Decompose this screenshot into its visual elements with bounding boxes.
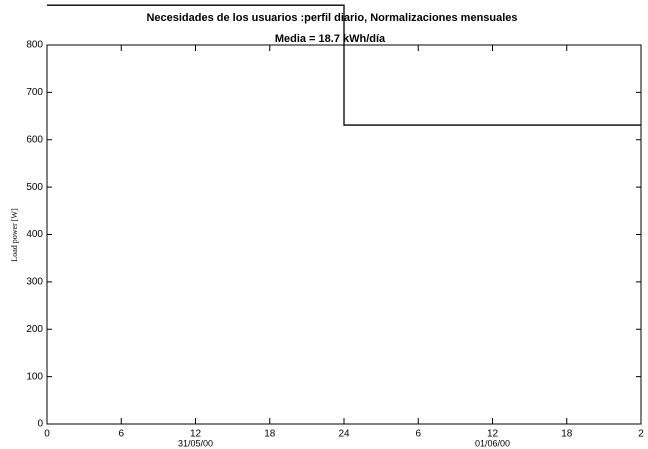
y-axis-label: Load power [W] — [10, 208, 19, 262]
x-tick-label: 12 — [190, 429, 202, 440]
y-tick-label: 0 — [37, 419, 43, 430]
x-tick-label: 6 — [415, 429, 421, 440]
x-tick-label: 6 — [118, 429, 124, 440]
x-tick-label: 2 — [638, 429, 644, 440]
x-tick-label: 18 — [561, 429, 573, 440]
y-tick-label: 200 — [26, 324, 43, 335]
y-tick-label: 300 — [26, 277, 43, 288]
y-tick-label: 600 — [26, 134, 43, 145]
x-tick-label: 0 — [44, 429, 50, 440]
y-tick-label: 400 — [26, 229, 43, 240]
chart-title: Necesidades de los usuarios :perfil diar… — [146, 12, 517, 24]
date-label: 31/05/00 — [178, 438, 213, 448]
chart-subtitle: Media = 18.7 kWh/día — [275, 33, 386, 45]
series-line — [47, 4, 641, 126]
x-tick-label: 12 — [487, 429, 499, 440]
y-tick-label: 800 — [26, 40, 43, 51]
x-tick-label: 18 — [264, 429, 276, 440]
x-tick-label: 24 — [338, 429, 350, 440]
y-tick-label: 700 — [26, 87, 43, 98]
y-tick-label: 500 — [26, 182, 43, 193]
date-label: 01/06/00 — [475, 438, 510, 448]
y-tick-label: 100 — [26, 371, 43, 382]
